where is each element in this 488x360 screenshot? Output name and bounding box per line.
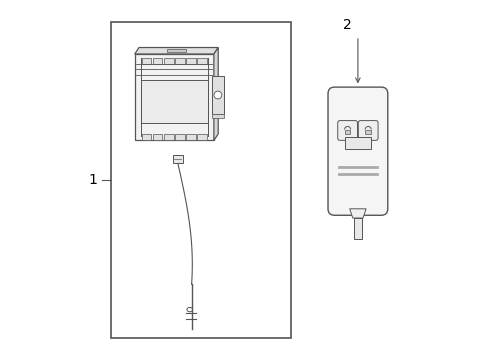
Bar (142, 58, 151, 64)
Bar (365, 130, 370, 134)
Circle shape (214, 91, 221, 99)
Bar (142, 134, 151, 140)
Bar (212, 114, 223, 118)
Bar (141, 80, 207, 123)
Bar (353, 218, 361, 239)
Bar (197, 58, 206, 64)
Polygon shape (349, 209, 366, 218)
Bar (186, 134, 195, 140)
Bar (186, 58, 195, 64)
Bar (345, 138, 370, 149)
Bar (134, 54, 213, 140)
FancyBboxPatch shape (327, 87, 387, 215)
FancyBboxPatch shape (337, 121, 357, 140)
Polygon shape (213, 48, 218, 140)
Bar (153, 134, 162, 140)
Bar (111, 22, 291, 338)
Bar (212, 76, 223, 114)
Bar (166, 49, 186, 52)
FancyBboxPatch shape (358, 121, 377, 140)
Bar (175, 134, 184, 140)
Bar (153, 58, 162, 64)
Polygon shape (134, 48, 218, 54)
Bar (344, 130, 350, 134)
Bar (175, 58, 184, 64)
Bar (172, 155, 183, 163)
Text: 2: 2 (342, 18, 351, 32)
Text: 1: 1 (89, 173, 98, 187)
Bar (197, 134, 206, 140)
Bar (163, 134, 173, 140)
Bar (163, 58, 173, 64)
